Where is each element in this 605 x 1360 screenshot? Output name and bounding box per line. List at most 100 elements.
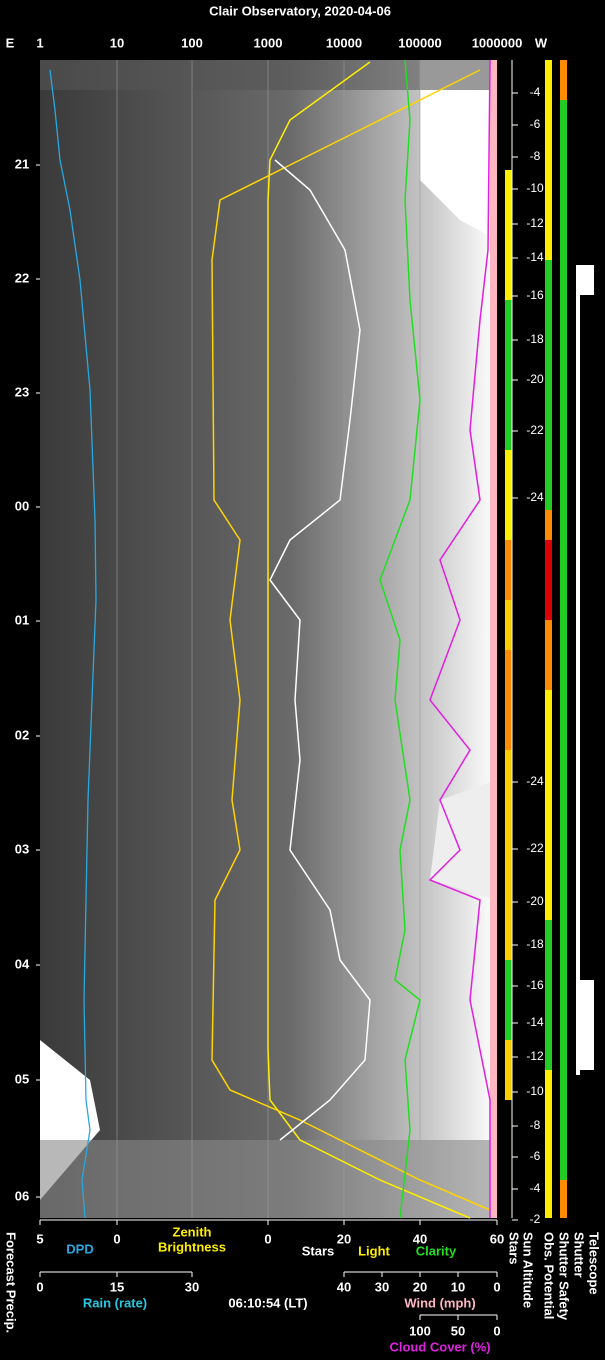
stars-strip [505,960,512,1040]
telescope-bar [580,980,594,1070]
title: Clair Observatory, 2020-04-06 [209,3,391,18]
stars-strip [505,300,512,450]
sun-altitude-label: -24 [526,490,544,504]
sun-altitude-label: -20 [526,894,544,908]
axis-tick-label: 15 [110,1279,124,1294]
dpd-label: DPD [66,1241,93,1256]
stars-strip [505,650,512,750]
column-label: Shutter Safety [557,1232,572,1321]
axis-tick-label: 30 [185,1279,199,1294]
time-label: 00 [15,498,29,513]
obs-potential [545,920,552,1070]
dpd-line [49,69,97,1219]
top-tick-label: 10000 [326,35,362,50]
stars-label: Stars [302,1243,335,1258]
band [40,1140,497,1218]
sun-altitude-label: -16 [526,288,544,302]
sun-altitude-label: -2 [530,1212,541,1226]
clear-region [430,780,497,900]
clear-region [420,60,497,240]
column-label: Sun Altitude [521,1232,536,1308]
wind-strip [490,60,497,1218]
time-label: 01 [15,612,29,627]
light-line [211,69,491,1211]
time-label: 05 [15,1071,29,1086]
axis-tick-label: 20 [413,1279,427,1294]
column-label: Forecast Precip. [4,1232,19,1333]
clarity-label: Clarity [416,1243,457,1258]
sun-altitude-label: -22 [526,423,544,437]
sun-altitude-label: -20 [526,372,544,386]
wind-label: Wind (mph) [404,1295,475,1310]
axis-tick-label: 40 [413,1231,427,1246]
time-label: 23 [15,384,29,399]
sun-altitude-label: -18 [526,937,544,951]
sun-altitude-label: -10 [526,1084,544,1098]
sun-altitude-label: -6 [530,1149,541,1163]
east-label: E [6,35,15,50]
sun-altitude-label: -8 [530,1118,541,1132]
sun-altitude-label: -24 [526,774,544,788]
sun-altitude-label: -18 [526,332,544,346]
sun-altitude-label: -4 [530,85,541,99]
light-label: Light [358,1243,390,1258]
top-tick-label: 1000 [254,35,283,50]
axis-tick-label: 50 [451,1323,465,1338]
stars-strip [505,60,512,170]
axis-tick-label: 60 [490,1231,504,1246]
stars-strip [505,540,512,600]
top-tick-label: 1 [36,35,43,50]
sun-altitude-label: -12 [526,216,544,230]
axis-tick-label: 40 [337,1279,351,1294]
zenith-label: Brightness [158,1239,226,1254]
column-label: Shutter [572,1232,587,1278]
telescope-bar [576,265,580,1075]
cloud-label: Cloud Cover (%) [389,1339,490,1354]
obs-potential [545,260,552,510]
top-tick-label: 1000000 [472,35,523,50]
axis-tick-label: 0 [493,1323,500,1338]
sun-altitude-label: -14 [526,250,544,264]
west-label: W [535,35,548,50]
axis-tick-label: 0 [493,1279,500,1294]
axis-tick-label: 20 [337,1231,351,1246]
column-label: Obs. Potential [542,1232,557,1319]
sun-altitude-label: -12 [526,1049,544,1063]
zenith-line [267,61,471,1219]
time-label: 06 [15,1188,29,1203]
clarity-line [379,59,421,1219]
stars-strip [505,600,512,1100]
time-label: 06:10:54 (LT) [228,1295,307,1310]
sun-altitude-label: -16 [526,978,544,992]
telescope-bar [580,265,594,295]
shutter-safety [560,60,567,1218]
axis-tick-label: 5 [36,1231,43,1246]
shutter-safety [560,1180,567,1218]
sun-altitude-label: -10 [526,181,544,195]
axis-tick-label: 0 [113,1231,120,1246]
column-label: Telescope [587,1232,602,1295]
rain-label: Rain (rate) [83,1295,147,1310]
time-label: 03 [15,841,29,856]
axis-tick-label: 30 [375,1279,389,1294]
time-label: 21 [15,156,29,171]
band [40,60,497,90]
shutter-safety [560,60,567,100]
top-tick-label: 100000 [398,35,441,50]
top-tick-label: 10 [110,35,124,50]
axis-tick-label: 100 [409,1323,431,1338]
sun-altitude-label: -14 [526,1015,544,1029]
axis-tick-label: 0 [36,1279,43,1294]
cloud-line [428,59,491,1218]
sun-altitude-label: -6 [530,117,541,131]
axis-tick-label: 0 [264,1231,271,1246]
time-label: 02 [15,727,29,742]
stars-line [269,159,371,1141]
time-label: 04 [15,956,30,971]
top-tick-label: 100 [181,35,203,50]
obs-potential [545,540,552,620]
sun-altitude-label: -8 [530,149,541,163]
sun-altitude-label: -4 [530,1181,541,1195]
sun-altitude-label: -22 [526,841,544,855]
